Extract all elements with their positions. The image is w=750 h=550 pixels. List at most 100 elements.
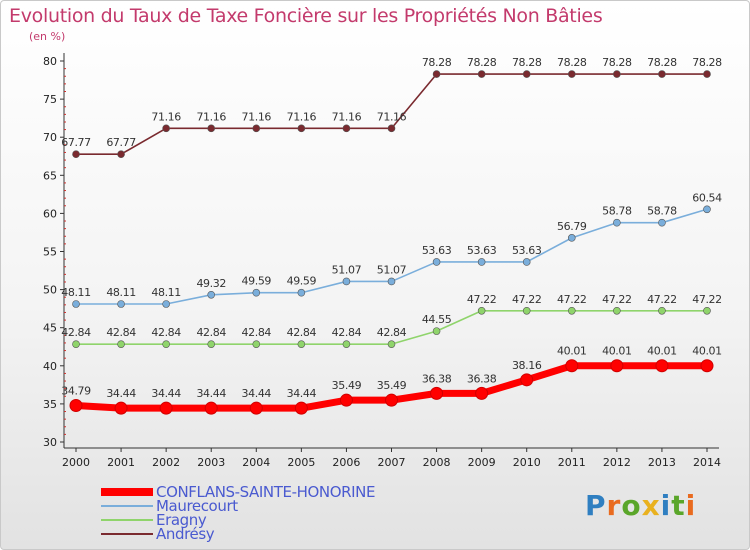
data-label: 71.16: [242, 110, 272, 123]
y-tick-label: 55: [43, 246, 57, 259]
x-tick-label: 2014: [693, 456, 721, 469]
data-point: [567, 234, 576, 242]
y-tick-label: 40: [43, 360, 57, 373]
logo-letter: x: [641, 489, 661, 522]
legend-label: Eragny: [156, 511, 207, 529]
data-point: [477, 70, 486, 78]
data-label: 51.07: [332, 263, 362, 276]
data-label: 42.84: [242, 326, 272, 339]
data-point: [207, 124, 216, 133]
data-point: [162, 300, 170, 308]
legend-swatch: [101, 505, 153, 507]
data-label: 36.38: [422, 372, 452, 385]
y-tick-label: 30: [43, 436, 57, 449]
x-tick-label: 2008: [423, 456, 451, 469]
logo-letter: t: [671, 489, 686, 522]
data-point: [703, 205, 711, 214]
data-point: [658, 306, 666, 315]
data-label: 78.28: [557, 56, 587, 69]
data-label: 34.44: [196, 387, 226, 400]
legend-swatch: [101, 519, 153, 521]
data-point: [339, 393, 353, 407]
data-point: [297, 124, 306, 133]
x-tick-label: 2003: [197, 456, 225, 469]
data-point: [252, 340, 261, 348]
data-point: [613, 218, 621, 227]
data-label: 42.84: [196, 326, 226, 339]
data-label: 78.28: [422, 56, 452, 69]
data-point: [520, 373, 534, 387]
data-label: 49.59: [287, 275, 317, 288]
logo-letter: i: [660, 489, 672, 522]
data-label: 47.22: [557, 293, 587, 306]
data-label: 47.22: [467, 293, 497, 306]
data-point: [117, 300, 125, 308]
x-tick-label: 2010: [513, 456, 541, 469]
data-point: [387, 340, 396, 348]
legend-swatch: [101, 533, 153, 535]
data-point: [204, 401, 218, 415]
data-label: 47.22: [647, 293, 677, 306]
data-label: 42.84: [332, 326, 362, 339]
data-point: [700, 359, 714, 373]
x-tick-label: 2002: [152, 456, 180, 469]
y-tick-label: 65: [43, 169, 57, 182]
data-label: 35.49: [332, 379, 362, 392]
x-tick-label: 2009: [468, 456, 496, 469]
data-point: [432, 327, 441, 335]
logo-letter: r: [606, 489, 622, 522]
data-point: [658, 218, 666, 227]
data-point: [342, 124, 351, 133]
data-point: [159, 401, 173, 415]
data-point: [522, 306, 531, 315]
data-label: 48.11: [61, 286, 91, 299]
x-tick-label: 2007: [378, 456, 406, 469]
data-point: [342, 277, 351, 286]
data-label: 51.07: [377, 263, 407, 276]
data-label: 40.01: [647, 345, 677, 358]
data-label: 42.84: [151, 326, 181, 339]
x-tick-label: 2012: [603, 456, 631, 469]
data-point: [613, 70, 621, 78]
data-point: [655, 359, 669, 373]
data-point: [658, 70, 666, 78]
y-tick-label: 75: [43, 93, 57, 106]
data-point: [567, 306, 576, 315]
data-label: 42.84: [61, 326, 91, 339]
data-label: 53.63: [512, 244, 542, 257]
data-label: 40.01: [557, 345, 587, 358]
data-label: 71.16: [151, 110, 181, 123]
data-label: 71.16: [287, 110, 317, 123]
data-point: [72, 150, 80, 158]
data-label: 71.16: [332, 110, 362, 123]
x-tick-label: 2006: [332, 456, 360, 469]
data-point: [703, 70, 711, 78]
data-point: [430, 386, 444, 400]
data-point: [114, 401, 128, 415]
data-point: [432, 70, 441, 78]
data-point: [522, 258, 531, 266]
data-label: 36.38: [467, 372, 497, 385]
data-label: 34.44: [106, 387, 136, 400]
data-label: 60.54: [692, 191, 722, 204]
data-point: [117, 340, 125, 348]
data-point: [387, 124, 396, 133]
data-point: [249, 401, 263, 415]
data-point: [72, 300, 80, 308]
data-point: [117, 150, 125, 158]
legend-label: Andrésy: [156, 525, 215, 543]
data-point: [69, 399, 83, 413]
data-label: 67.77: [106, 136, 136, 149]
x-tick-label: 2013: [648, 456, 676, 469]
data-point: [342, 340, 351, 348]
data-point: [703, 306, 711, 315]
y-tick-label: 80: [43, 55, 57, 68]
data-point: [294, 401, 308, 415]
data-point: [432, 258, 441, 266]
data-label: 78.28: [512, 56, 542, 69]
data-label: 78.28: [467, 56, 497, 69]
y-tick-label: 60: [43, 207, 57, 220]
data-label: 78.28: [692, 56, 722, 69]
